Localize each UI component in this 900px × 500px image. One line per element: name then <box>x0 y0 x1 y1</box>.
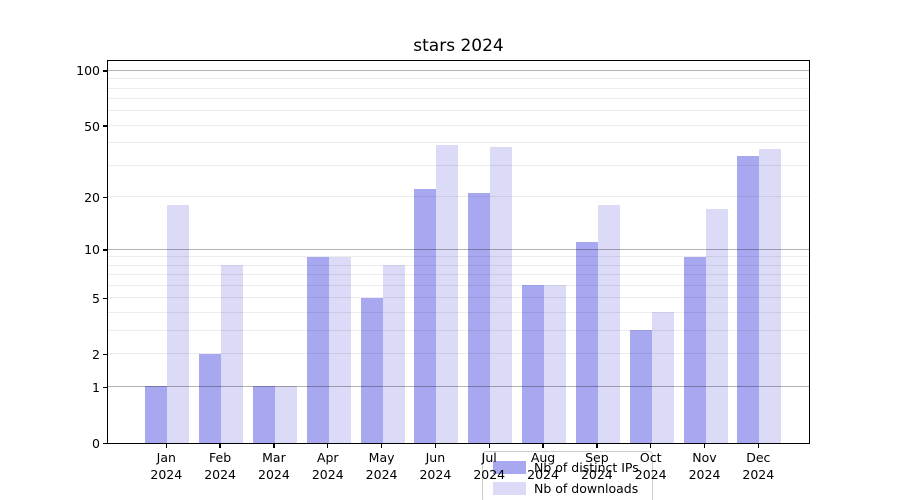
bar-distinct-ips-jul-2024 <box>468 192 491 443</box>
legend-swatch-distinct-ips-icon <box>493 461 526 474</box>
bar-distinct-ips-aug-2024 <box>522 285 545 443</box>
bar-downloads-mar-2024 <box>274 386 297 443</box>
y-tick-label-20: 20 <box>84 190 100 206</box>
x-tick-label-dec: Dec 2024 <box>742 450 775 482</box>
x-tick-mark-sep <box>596 444 598 448</box>
bar-distinct-ips-nov-2024 <box>683 256 706 443</box>
legend-label-downloads: Nb of downloads <box>534 481 639 496</box>
gridline-40 <box>108 142 809 144</box>
gridline-6 <box>108 285 809 287</box>
y-tick-mark-5 <box>103 298 107 300</box>
x-tick-mark-may <box>380 444 383 448</box>
bar-downloads-aug-2024 <box>544 285 567 443</box>
x-tick-label-feb: Feb 2024 <box>204 450 237 482</box>
bar-downloads-sep-2024 <box>597 204 620 443</box>
x-tick-mark-feb <box>219 444 221 448</box>
y-tick-mark-50 <box>103 125 107 127</box>
bar-distinct-ips-oct-2024 <box>629 330 652 443</box>
y-tick-mark-20 <box>103 196 107 199</box>
y-tick-label-100: 100 <box>76 63 100 79</box>
gridline-2 <box>108 353 809 355</box>
y-tick-mark-0 <box>103 442 107 444</box>
y-tick-label-5: 5 <box>92 291 100 307</box>
gridline-50 <box>108 124 809 126</box>
x-tick-label-jul: Jul 2024 <box>473 450 506 482</box>
y-tick-mark-1 <box>103 386 107 389</box>
legend-swatch-downloads-icon <box>493 482 526 495</box>
gridline-10 <box>108 248 809 250</box>
y-tick-mark-10 <box>103 249 107 251</box>
bar-downloads-oct-2024 <box>651 312 674 443</box>
y-tick-label-50: 50 <box>84 118 100 134</box>
bar-downloads-jan-2024 <box>167 204 190 443</box>
gridline-4 <box>108 312 809 314</box>
gridline-20 <box>108 196 809 198</box>
bar-downloads-dec-2024 <box>759 148 782 443</box>
y-tick-label-2: 2 <box>92 347 100 363</box>
x-tick-mark-mar <box>273 444 275 448</box>
x-tick-label-sep: Sep 2024 <box>580 450 613 482</box>
x-tick-mark-apr <box>327 444 329 448</box>
gridline-90 <box>108 78 809 80</box>
gridline-5 <box>108 297 809 299</box>
bar-distinct-ips-apr-2024 <box>306 256 329 443</box>
x-tick-mark-jan <box>165 444 167 448</box>
bar-downloads-apr-2024 <box>328 256 351 443</box>
x-tick-label-nov: Nov 2024 <box>688 450 721 482</box>
x-tick-mark-jun <box>434 444 437 448</box>
gridline-100 <box>108 69 809 71</box>
bar-distinct-ips-jan-2024 <box>145 386 168 443</box>
gridline-1 <box>108 386 809 388</box>
gridline-3 <box>108 330 809 332</box>
gridline-80 <box>108 87 809 89</box>
legend: Nb of distinct IPs Nb of downloads <box>482 451 653 500</box>
x-tick-label-apr: Apr 2024 <box>311 450 344 482</box>
bar-downloads-jun-2024 <box>436 144 459 443</box>
gridline-60 <box>108 110 809 112</box>
x-tick-mark-jul <box>488 444 490 448</box>
gridline-9 <box>108 256 809 258</box>
gridline-7 <box>108 274 809 276</box>
x-tick-mark-aug <box>542 444 544 448</box>
x-tick-mark-oct <box>649 444 652 448</box>
legend-item-distinct-ips: Nb of distinct IPs <box>493 457 642 478</box>
y-tick-mark-2 <box>103 353 107 356</box>
y-tick-mark-100 <box>103 70 107 72</box>
y-tick-label-10: 10 <box>84 242 100 258</box>
bar-distinct-ips-may-2024 <box>360 297 383 443</box>
bar-distinct-ips-mar-2024 <box>252 386 275 443</box>
grid-layer <box>108 61 809 443</box>
x-tick-mark-nov <box>703 444 706 448</box>
x-tick-mark-dec <box>757 444 759 448</box>
plot-area: Nb of distinct IPs Nb of downloads <box>107 60 810 500</box>
x-tick-label-jun: Jun 2024 <box>419 450 452 482</box>
bar-distinct-ips-jun-2024 <box>414 189 437 443</box>
y-tick-label-1: 1 <box>92 379 100 395</box>
bar-downloads-may-2024 <box>382 265 405 443</box>
x-tick-label-jan: Jan 2024 <box>150 450 183 482</box>
chart-title: stars 2024 <box>413 36 504 56</box>
legend-item-downloads: Nb of downloads <box>493 478 642 499</box>
bar-distinct-ips-dec-2024 <box>737 155 760 443</box>
bar-downloads-feb-2024 <box>221 265 244 443</box>
x-tick-label-aug: Aug 2024 <box>527 450 559 482</box>
bars-layer <box>108 61 809 443</box>
bar-distinct-ips-sep-2024 <box>575 241 598 443</box>
gridline-30 <box>108 164 809 166</box>
x-tick-label-oct: Oct 2024 <box>634 450 667 482</box>
bar-downloads-nov-2024 <box>705 209 728 443</box>
gridline-8 <box>108 264 809 266</box>
legend-label-distinct-ips: Nb of distinct IPs <box>534 460 639 475</box>
bar-downloads-jul-2024 <box>490 146 513 443</box>
bar-distinct-ips-feb-2024 <box>199 353 222 443</box>
x-tick-label-may: May 2024 <box>365 450 398 482</box>
gridline-70 <box>108 98 809 100</box>
x-tick-label-mar: Mar 2024 <box>258 450 290 482</box>
y-tick-label-0: 0 <box>92 435 100 451</box>
